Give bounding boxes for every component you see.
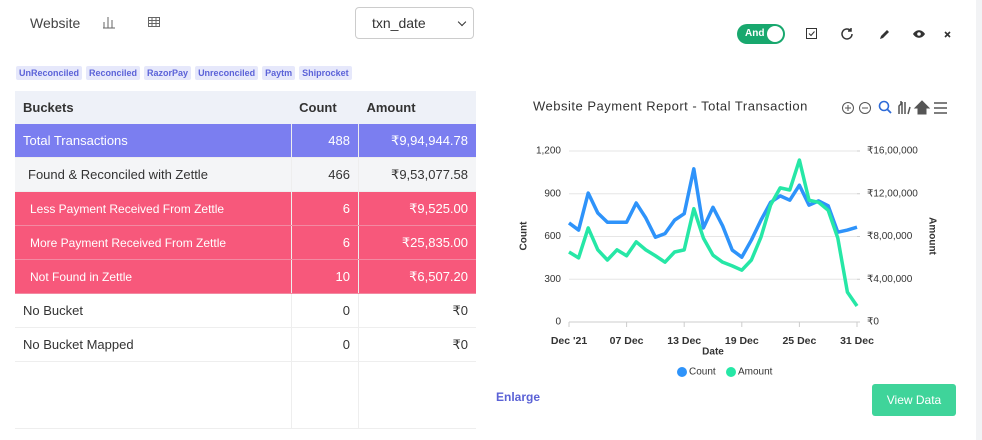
y-tick-label: 900 <box>544 188 561 199</box>
x-tick-label: 19 Dec <box>725 335 759 347</box>
table-cell: ₹9,94,944.78 <box>357 124 476 158</box>
x-tick-label: 25 Dec <box>782 335 816 347</box>
table-row: Found & Reconciled with Zettle 466 ₹9,53,0… <box>15 157 476 192</box>
table-icon[interactable] <box>147 15 161 29</box>
table-header: Buckets Count Amount <box>15 91 476 124</box>
table-cell: 488 <box>290 124 359 158</box>
edit-icon[interactable] <box>880 30 889 39</box>
table-cell: 0 <box>290 293 359 328</box>
table-cell <box>290 361 359 429</box>
y2-tick-label: ₹8,00,000 <box>867 231 913 242</box>
series-line <box>568 158 859 307</box>
legend-marker <box>726 367 736 377</box>
y-tick-label: 1,200 <box>536 146 561 157</box>
chart-title: Website Payment Report - Total Transacti… <box>533 98 808 113</box>
table-cell: ₹9,53,077.58 <box>357 157 476 192</box>
x-tick-label: 07 Dec <box>610 335 644 347</box>
legend-marker <box>677 367 687 377</box>
table-row: Less Payment Received From Zettle 6 ₹9,525… <box>15 191 476 226</box>
table-cell: No Bucket Mapped <box>15 327 292 362</box>
refresh-icon[interactable] <box>841 28 853 40</box>
table-row: Not Found in Zettle 10 ₹6,507.20 <box>15 259 476 294</box>
toggle-knob <box>767 26 783 42</box>
y2-axis-title: Amount <box>926 217 937 255</box>
table-cell: 466 <box>290 157 359 192</box>
table-cell: ₹6,507.20 <box>357 259 476 294</box>
table-cell: No Bucket <box>15 293 292 328</box>
y-tick-label: 0 <box>555 317 561 328</box>
bucket-table: Buckets Count Amount Total Transactions 488 ₹… <box>15 91 476 429</box>
check-icon[interactable] <box>806 28 817 39</box>
and-toggle[interactable]: And <box>737 24 785 44</box>
x-tick-label: Dec '21 <box>551 335 588 347</box>
y2-tick-label: ₹0 <box>867 317 879 328</box>
table-row: No Bucket Mapped 0 ₹0 <box>15 327 476 362</box>
table-cell: 10 <box>290 259 359 294</box>
date-select[interactable]: txn_date <box>355 7 474 39</box>
x-axis-title: Date <box>702 347 724 358</box>
filter-tag[interactable]: Unreconciled <box>195 66 259 80</box>
bar-icon[interactable] <box>102 15 116 29</box>
filter-tag[interactable]: UnReconciled <box>16 66 83 80</box>
y-tick-label: 600 <box>544 231 561 242</box>
table-cell: ₹0 <box>357 327 476 362</box>
scrollbar-track <box>976 0 982 440</box>
toolbar <box>806 28 951 40</box>
y2-tick-label: ₹16,00,000 <box>867 146 918 157</box>
table-cell: ₹0 <box>357 293 476 328</box>
close-icon[interactable] <box>944 31 951 38</box>
table-cell: ₹9,525.00 <box>357 191 476 226</box>
table-cell: Found & Reconciled with Zettle <box>15 157 292 192</box>
x-tick-label: 13 Dec <box>667 335 701 347</box>
chart: Website Payment Report - Total Transacti… <box>519 98 947 378</box>
series-line <box>567 167 858 259</box>
legend-label[interactable]: Count <box>689 367 716 378</box>
table-cell: 0 <box>290 327 359 362</box>
toggle-label: And <box>745 28 765 39</box>
table-cell: 6 <box>290 225 359 260</box>
table-body: Total Transactions 488 ₹9,94,944.78 Found &… <box>15 124 476 429</box>
y-tick-label: 300 <box>544 274 561 285</box>
filter-tag[interactable]: Reconciled <box>86 66 141 80</box>
table-cell: ₹25,835.00 <box>357 225 476 260</box>
table-cell: Not Found in Zettle <box>15 259 292 294</box>
table-cell: Total Transactions <box>15 124 292 158</box>
table-row: No Bucket 0 ₹0 <box>15 293 476 328</box>
column-header: Count <box>291 91 359 124</box>
table-cell: Less Payment Received From Zettle <box>15 191 292 226</box>
chart-toolbar <box>842 100 947 115</box>
filter-tag[interactable]: Paytm <box>262 66 296 80</box>
enlarge-link[interactable]: Enlarge <box>496 390 541 404</box>
column-header: Amount <box>358 91 476 124</box>
table-cell: 6 <box>290 191 359 226</box>
legend-label[interactable]: Amount <box>738 367 773 378</box>
y2-tick-label: ₹12,00,000 <box>867 188 918 199</box>
table-row: Total Transactions 488 ₹9,94,944.78 <box>15 124 476 158</box>
view-data-button[interactable]: View Data <box>872 384 956 416</box>
table-row <box>15 361 476 429</box>
panel-title: Website <box>30 15 81 31</box>
y2-tick-label: ₹4,00,000 <box>867 274 913 285</box>
column-header: Buckets <box>15 91 292 124</box>
table-cell <box>357 361 476 429</box>
table-cell <box>15 361 292 429</box>
x-tick-label: 31 Dec <box>840 335 874 347</box>
filter-tag[interactable]: Shiprocket <box>299 66 352 80</box>
tag-list: UnReconciled Reconciled RazorPay Unreconcil… <box>16 66 352 80</box>
table-row: More Payment Received From Zettle 6 ₹25,83… <box>15 225 476 260</box>
table-cell: More Payment Received From Zettle <box>15 225 292 260</box>
filter-tag[interactable]: RazorPay <box>144 66 192 80</box>
y-axis-title: Count <box>519 221 530 251</box>
